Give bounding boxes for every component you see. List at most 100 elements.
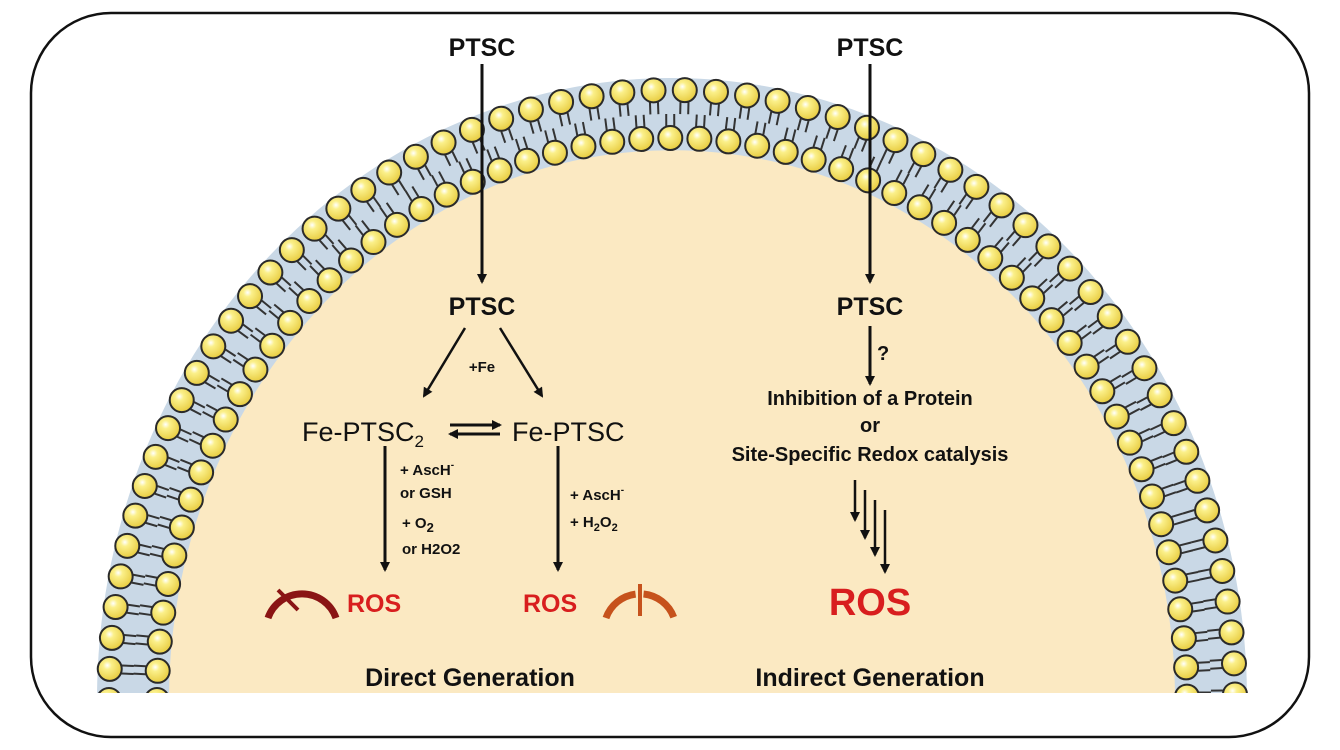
lipid-head — [734, 82, 761, 109]
lipid-tail — [1210, 667, 1223, 670]
lipid-head — [1089, 378, 1116, 405]
lipid-tail — [860, 140, 868, 152]
lipid-tail — [1124, 400, 1137, 409]
lipid-head — [882, 127, 909, 154]
lipid-tail — [1000, 241, 1010, 253]
lipid-tail — [188, 438, 201, 446]
lipid-head — [1174, 683, 1200, 693]
lipid-tail — [232, 358, 244, 368]
lipid-head — [1057, 255, 1084, 282]
ros-middle: ROS — [523, 590, 577, 618]
lipid-tail — [190, 408, 202, 416]
right-ptsc-outside: PTSC — [837, 34, 904, 62]
lipid-tail — [147, 514, 160, 520]
lipid-tail — [431, 174, 439, 187]
lipid-tail — [1098, 355, 1110, 365]
mechanism-line-2: or — [860, 415, 880, 437]
lipid-tail — [133, 672, 146, 676]
lipid-tail — [242, 323, 254, 333]
lipid-tail — [634, 115, 638, 128]
lipid-tail — [1162, 451, 1175, 459]
lipid-head — [1202, 527, 1229, 554]
lipid-head — [772, 138, 799, 165]
lipid-tail — [493, 146, 500, 159]
lipid-tail — [989, 216, 999, 228]
lipid-head — [376, 159, 403, 186]
lipid-head — [628, 126, 655, 153]
lipid-tail — [273, 303, 285, 313]
lipid-head — [764, 87, 791, 114]
lipid-head — [459, 168, 486, 195]
lipid-tail — [1186, 571, 1199, 576]
lipid-tail — [1173, 520, 1186, 526]
lipid-tail — [767, 111, 773, 124]
lipid-tail — [738, 106, 743, 119]
lipid-tail — [145, 521, 158, 528]
lipid-tail — [288, 286, 299, 297]
lipid-head — [824, 104, 851, 131]
lipid-head — [1139, 483, 1166, 510]
lipid-head — [98, 624, 125, 651]
lipid-tail — [1074, 302, 1085, 312]
lipid-tail — [695, 114, 698, 127]
lipid-tail — [1197, 568, 1210, 573]
lipid-tail — [1043, 284, 1054, 294]
lipid-tail — [626, 103, 630, 116]
lipid-head — [1146, 382, 1173, 409]
lipid-head — [657, 125, 684, 152]
fe-ptsc2-label: Fe-PTSC2 — [302, 417, 424, 451]
lipid-head — [570, 133, 597, 160]
lipid-tail — [159, 515, 172, 522]
lipid-head — [517, 96, 544, 123]
lipid-tail — [169, 487, 182, 493]
lipid-head — [316, 267, 343, 294]
svg-text:+ O2: + O2 — [402, 515, 434, 535]
lipid-tail — [1203, 598, 1216, 603]
lipid-head — [338, 247, 365, 274]
lipid-head — [408, 196, 435, 223]
mechanism-line-3: Site-Specific Redox catalysis — [732, 444, 1009, 466]
lipid-tail — [1104, 344, 1117, 353]
lipid-tail — [1087, 319, 1099, 329]
lipid-tail — [507, 128, 514, 141]
lipid-tail — [157, 485, 170, 491]
lipid-tail — [907, 162, 915, 174]
lipid-head — [1073, 353, 1100, 380]
lipid-head — [910, 141, 937, 168]
lipid-tail — [1191, 600, 1204, 605]
lipid-head — [609, 79, 636, 106]
lipid-head — [671, 77, 698, 104]
lipid-tail — [1139, 403, 1152, 411]
lipid-head — [1148, 511, 1175, 538]
left-conditions: + AscH- or GSH + O2 or H2O2 — [400, 460, 460, 558]
lipid-tail — [1196, 638, 1209, 643]
right-conditions: + AscH- + H2O2 — [570, 485, 624, 534]
lipid-tail — [1207, 636, 1221, 640]
lipid-tail — [791, 129, 797, 142]
lipid-tail — [268, 309, 279, 320]
left-ptsc-outside: PTSC — [449, 34, 516, 62]
lipid-tail — [167, 456, 180, 463]
lipid-head — [1012, 212, 1039, 239]
lipid-tail — [982, 211, 992, 223]
lipid-tail — [451, 151, 459, 163]
lipid-tail — [133, 573, 146, 578]
lipid-head — [881, 180, 908, 207]
lipid-head — [296, 287, 323, 314]
lipid-head — [1155, 539, 1182, 566]
lipid-tail — [121, 664, 134, 668]
lipid-tail — [746, 107, 751, 120]
lipid-tail — [281, 276, 292, 287]
lipid-tail — [1128, 407, 1141, 416]
lipid-tail — [732, 117, 737, 131]
lipid-head — [1218, 619, 1245, 646]
lipid-head — [146, 628, 173, 655]
lipid-head — [278, 237, 305, 264]
lipid-tail — [888, 152, 895, 164]
lipid-head — [142, 443, 169, 470]
lipid-tail — [131, 581, 144, 586]
ros-left: ROS — [347, 590, 401, 618]
lipid-tail — [820, 137, 826, 150]
lipid-head — [1056, 329, 1083, 356]
lipid-tail — [1153, 462, 1166, 470]
